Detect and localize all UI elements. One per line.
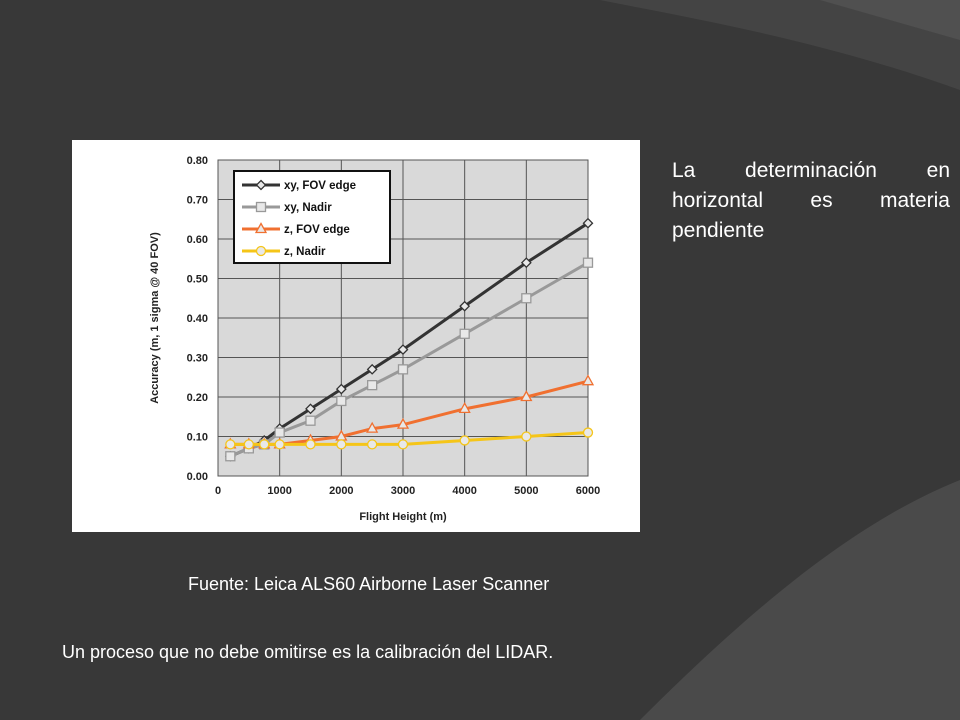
y-tick-label: 0.60 [187,234,208,246]
y-tick-label: 0.70 [187,195,208,207]
data-point [335,383,347,395]
x-tick-label: 4000 [452,485,476,497]
legend-marker [255,179,267,191]
data-point [582,257,594,268]
y-tick-label: 0.40 [187,313,208,325]
legend-entry: xy, FOV edge [284,180,356,192]
data-point [521,293,532,304]
data-point [521,431,532,442]
data-point [305,439,316,450]
line-chart: 0 1000 2000 3000 4000 5000 6000 0.00 0.10 0.20 0.3… [149,155,601,523]
legend-entry: xy, Nadir [284,202,332,214]
data-point [225,439,236,450]
y-axis-label: Accuracy (m, 1 sigma @ 40 FOV) [149,232,161,404]
y-tick-label: 0.50 [187,274,208,286]
chart-legend: xy, FOV edge xy, Nadir z, FOV edge z, Nadir [233,170,391,264]
bottom-note: Un proceso que no debe omitirse es la ca… [62,642,554,662]
data-point [397,364,409,375]
x-tick-label: 6000 [576,485,600,497]
data-point [520,257,532,269]
data-point [366,421,379,433]
data-point [581,374,595,386]
data-point [274,439,285,450]
y-tick-label: 0.00 [187,471,208,483]
y-tick-label: 0.80 [187,155,208,167]
y-tick-label: 0.30 [187,353,208,365]
legend-entry: z, FOV edge [284,224,350,236]
data-point [520,390,533,402]
legend-entry: z, Nadir [284,246,326,258]
source-caption: Fuente: Leica ALS60 Airborne Laser Scann… [188,574,550,594]
series-3 [225,427,594,450]
data-point [305,403,316,415]
data-point [336,395,347,407]
data-point [225,451,236,462]
chart-axes: 0 1000 2000 3000 4000 5000 6000 0.00 0.10 0.20 0.3… [187,155,601,497]
side-note: La determinación en horizontal es materi… [672,159,950,242]
data-point [582,217,594,229]
chart-series [224,217,595,462]
data-point [397,344,409,356]
data-point [582,427,594,438]
data-point [367,379,378,391]
legend-marker [254,222,268,234]
x-tick-label: 2000 [329,485,353,497]
data-point [366,363,378,375]
x-tick-label: 0 [215,485,221,497]
legend-marker [255,201,267,213]
x-axis-label: Flight Height (m) [359,511,447,523]
data-point [459,328,470,339]
data-point [274,427,285,438]
data-point [459,300,471,312]
data-point [336,439,347,450]
data-point [305,415,316,426]
chart-panel: 0 1000 2000 3000 4000 5000 6000 0.00 0.10 0.20 0.3… [72,140,640,532]
x-tick-label: 3000 [391,485,415,497]
x-tick-label: 1000 [267,485,291,497]
y-tick-label: 0.10 [187,432,208,444]
data-point [259,439,270,450]
x-tick-label: 5000 [514,485,538,497]
data-point [396,417,410,429]
legend-marker [255,245,267,257]
data-point [243,439,254,450]
data-point [458,402,471,414]
data-point [367,439,378,450]
data-point [397,439,409,450]
data-point [459,435,470,446]
y-tick-label: 0.20 [187,392,208,404]
